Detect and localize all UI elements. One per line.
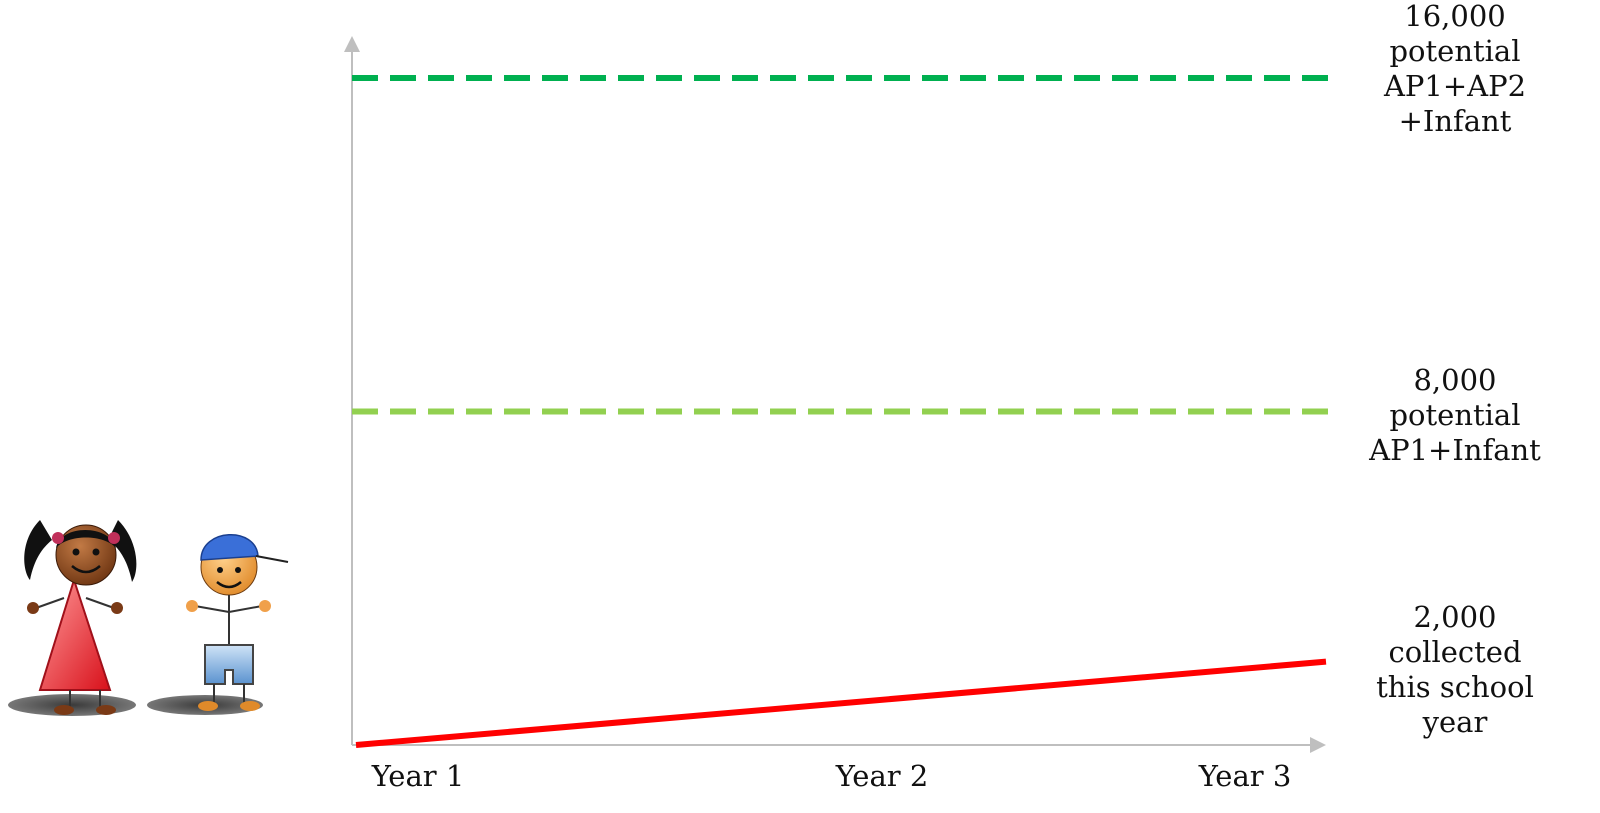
annotation-collected: 2,000 collected this school year [1376,600,1534,739]
annotation-ap1_infant: 8,000 potential AP1+Infant [1368,363,1541,467]
annotation-line: 2,000 [1413,600,1496,634]
x-tick-label: Year 2 [835,759,929,793]
annotation-line: potential [1389,34,1520,68]
annotation-line: collected [1388,635,1521,669]
girl-figure-icon [8,520,137,716]
series-layer [352,75,1340,748]
x-tick-label: Year 3 [1198,759,1292,793]
boy-figure-icon [147,533,289,715]
annotation-line: 16,000 [1404,0,1505,33]
annotation-line: year [1422,705,1488,739]
series-line-collected [355,658,1327,748]
annotation-line: 8,000 [1413,363,1496,397]
y-axis-arrow [344,36,360,52]
annotation-line: this school [1376,670,1534,704]
annotation-ap1_ap2_infant: 16,000 potential AP1+AP2 +Infant [1383,0,1526,138]
annotation-line: +Infant [1399,104,1512,138]
annotation-line: AP1+AP2 [1383,69,1526,103]
x-tick-label: Year 1 [371,759,465,793]
annotation-line: AP1+Infant [1368,433,1541,467]
axes [344,36,1326,753]
x-axis-arrow [1310,737,1326,753]
annotation-line: potential [1389,398,1520,432]
x-tick-labels: Year 1 Year 2 Year 3 [371,759,1292,793]
